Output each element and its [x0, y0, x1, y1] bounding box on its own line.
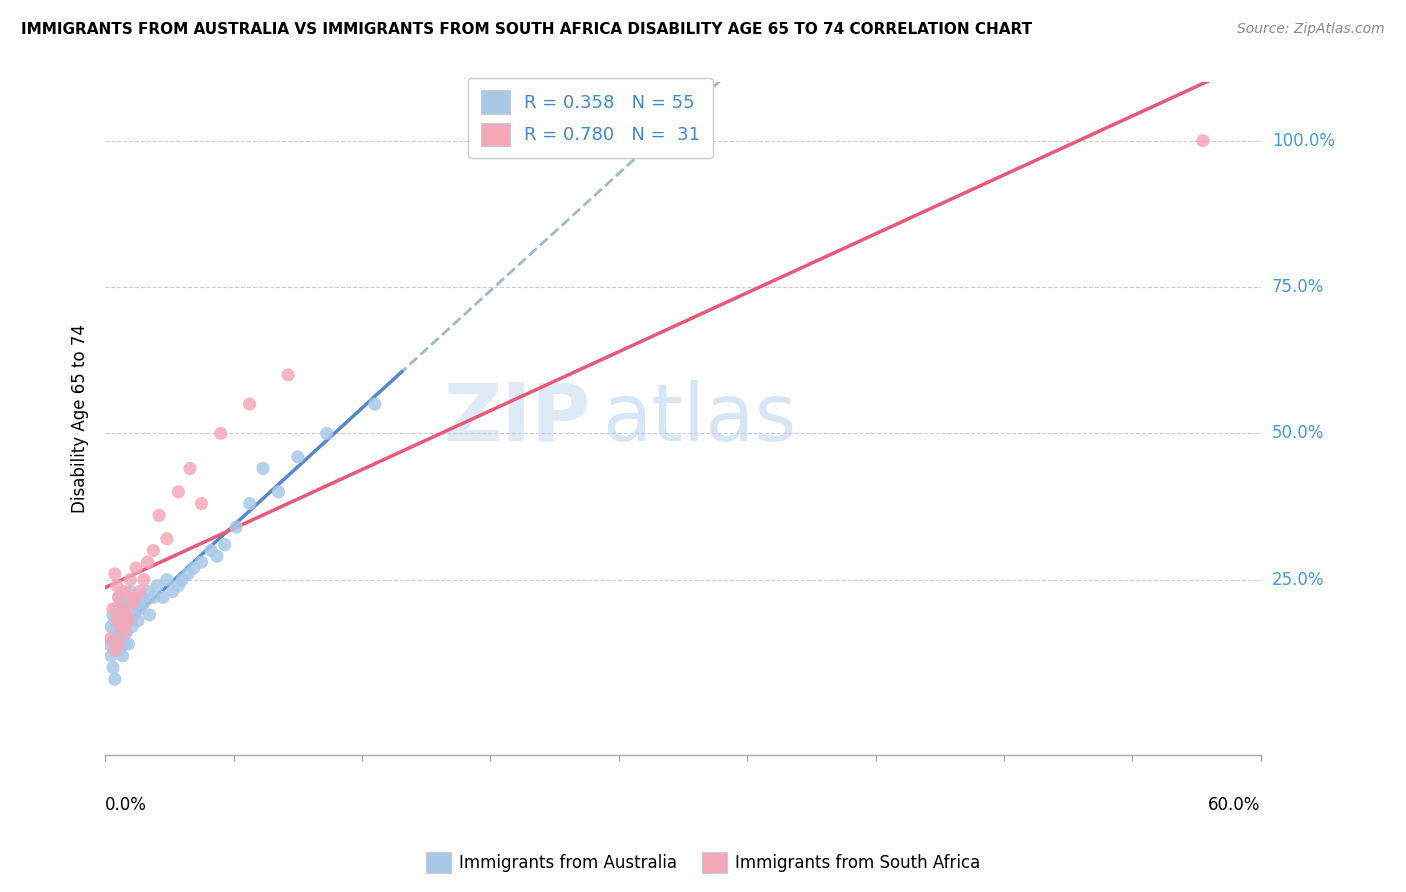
Point	[117, 614, 139, 628]
Point	[252, 461, 274, 475]
Point	[107, 591, 129, 605]
Point	[177, 566, 200, 581]
Point	[114, 584, 136, 599]
Text: 0.0%: 0.0%	[105, 796, 148, 814]
Point	[117, 602, 139, 616]
Point	[225, 520, 247, 534]
Point	[107, 614, 129, 628]
Point	[101, 607, 124, 622]
Point	[287, 450, 309, 464]
Text: 60.0%: 60.0%	[1208, 796, 1261, 814]
Point	[146, 578, 169, 592]
Point	[115, 625, 138, 640]
Point	[156, 573, 179, 587]
Point	[190, 497, 212, 511]
Point	[114, 619, 136, 633]
Point	[131, 591, 153, 605]
Point	[100, 619, 122, 633]
Point	[104, 643, 127, 657]
Point	[105, 614, 128, 628]
Point	[114, 625, 136, 640]
Point	[110, 602, 132, 616]
Point	[120, 614, 142, 628]
Point	[167, 578, 190, 592]
Point	[239, 397, 262, 411]
Point	[152, 591, 174, 605]
Point	[239, 497, 262, 511]
Point	[117, 637, 139, 651]
Point	[111, 648, 134, 663]
Point	[209, 426, 232, 441]
Point	[114, 596, 136, 610]
Point	[122, 607, 145, 622]
Point	[127, 614, 149, 628]
Point	[122, 591, 145, 605]
Point	[111, 607, 134, 622]
Point	[183, 561, 205, 575]
Point	[114, 637, 136, 651]
Point	[100, 648, 122, 663]
Point	[121, 619, 143, 633]
Point	[205, 549, 228, 564]
Point	[190, 555, 212, 569]
Point	[138, 607, 160, 622]
Text: 75.0%: 75.0%	[1272, 278, 1324, 296]
Point	[162, 584, 184, 599]
Point	[101, 660, 124, 674]
Text: 50.0%: 50.0%	[1272, 425, 1324, 442]
Point	[1192, 134, 1215, 148]
Point	[156, 532, 179, 546]
Point	[136, 584, 159, 599]
Point	[107, 591, 129, 605]
Point	[148, 508, 170, 523]
Point	[142, 543, 165, 558]
Point	[115, 607, 138, 622]
Point	[107, 643, 129, 657]
Text: 25.0%: 25.0%	[1272, 571, 1324, 589]
Point	[267, 484, 290, 499]
Point	[101, 602, 124, 616]
Point	[128, 602, 150, 616]
Point	[100, 632, 122, 646]
Point	[104, 614, 127, 628]
Point	[128, 584, 150, 599]
Text: atlas: atlas	[602, 380, 796, 458]
Point	[105, 625, 128, 640]
Point	[120, 573, 142, 587]
Point	[364, 397, 387, 411]
Point	[120, 584, 142, 599]
Point	[98, 637, 121, 651]
Point	[125, 561, 148, 575]
Point	[105, 578, 128, 592]
Point	[200, 543, 222, 558]
Point	[111, 602, 134, 616]
Legend: R = 0.358   N = 55, R = 0.780   N =  31: R = 0.358 N = 55, R = 0.780 N = 31	[468, 78, 713, 159]
Point	[315, 426, 337, 441]
Point	[110, 619, 132, 633]
Text: Source: ZipAtlas.com: Source: ZipAtlas.com	[1237, 22, 1385, 37]
Point	[104, 632, 127, 646]
Point	[142, 591, 165, 605]
Point	[104, 566, 127, 581]
Point	[110, 632, 132, 646]
Text: 100.0%: 100.0%	[1272, 132, 1334, 150]
Point	[172, 573, 194, 587]
Point	[214, 538, 236, 552]
Point	[277, 368, 299, 382]
Point	[107, 637, 129, 651]
Point	[167, 484, 190, 499]
Point	[115, 591, 138, 605]
Point	[104, 672, 127, 686]
Text: ZIP: ZIP	[443, 380, 591, 458]
Y-axis label: Disability Age 65 to 74: Disability Age 65 to 74	[72, 325, 89, 513]
Point	[132, 596, 155, 610]
Point	[132, 573, 155, 587]
Legend: Immigrants from Australia, Immigrants from South Africa: Immigrants from Australia, Immigrants fr…	[419, 846, 987, 880]
Point	[121, 596, 143, 610]
Point	[105, 602, 128, 616]
Point	[179, 461, 201, 475]
Text: IMMIGRANTS FROM AUSTRALIA VS IMMIGRANTS FROM SOUTH AFRICA DISABILITY AGE 65 TO 7: IMMIGRANTS FROM AUSTRALIA VS IMMIGRANTS …	[21, 22, 1032, 37]
Point	[136, 555, 159, 569]
Point	[125, 596, 148, 610]
